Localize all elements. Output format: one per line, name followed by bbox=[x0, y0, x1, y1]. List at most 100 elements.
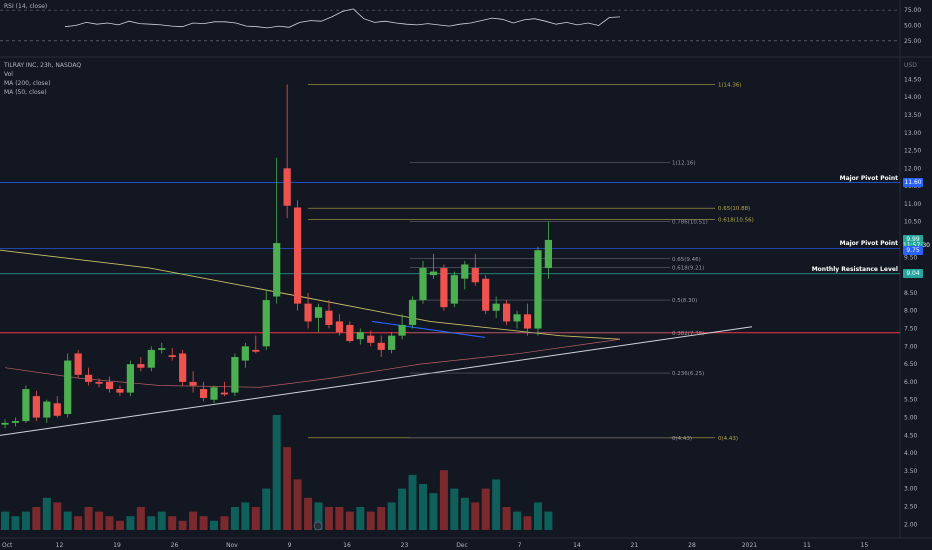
candle-body bbox=[367, 335, 375, 343]
volume-bar bbox=[105, 516, 114, 530]
candle-body bbox=[283, 168, 291, 206]
candle-body bbox=[199, 389, 208, 398]
candle-body bbox=[294, 207, 302, 304]
rsi-indicator-label[interactable]: RSI (14, close) bbox=[4, 3, 48, 10]
candle-body bbox=[388, 335, 396, 350]
x-tick-label: 9 bbox=[288, 542, 292, 549]
volume-bar bbox=[136, 507, 145, 530]
y-tick-label: 7.50 bbox=[904, 326, 918, 333]
y-tick-label: 14.00 bbox=[904, 94, 921, 101]
y-tick-label: 7.00 bbox=[904, 343, 918, 350]
candle-body bbox=[32, 396, 40, 418]
candle-body bbox=[231, 357, 239, 393]
volume-bar bbox=[398, 488, 407, 530]
price-tag: 9.75 bbox=[903, 245, 923, 255]
volume-bar bbox=[74, 516, 83, 530]
candle-body bbox=[43, 401, 51, 418]
y-tick-label: 3.50 bbox=[904, 468, 918, 475]
volume-bar bbox=[439, 470, 448, 530]
x-tick-label: Oct bbox=[2, 542, 13, 549]
volume-bar bbox=[251, 507, 260, 530]
chart-legend: TILRAY INC, 23h, NASDAQ Vol MA (200, clo… bbox=[4, 61, 81, 97]
y-tick-label: 9.50 bbox=[904, 254, 918, 261]
volume-bar bbox=[199, 516, 208, 530]
candle-body bbox=[147, 349, 155, 368]
price-tag: 11:57:30 bbox=[903, 240, 930, 250]
candle-body bbox=[304, 303, 312, 322]
volume-bar bbox=[95, 511, 104, 530]
ma200-line bbox=[0, 249, 621, 340]
candle-body bbox=[450, 275, 458, 304]
volume-bar bbox=[147, 516, 156, 530]
x-tick-label: 26 bbox=[171, 542, 179, 549]
candle-body bbox=[534, 250, 542, 329]
y-tick-label: 3.00 bbox=[904, 486, 918, 493]
volume-bar bbox=[32, 507, 41, 530]
candle-body bbox=[189, 381, 197, 386]
earnings-marker bbox=[313, 521, 323, 531]
legend-vol[interactable]: Vol bbox=[4, 71, 13, 78]
volume-bar bbox=[157, 511, 166, 530]
candle-body bbox=[126, 364, 134, 393]
price-tag: 9.99 bbox=[903, 235, 923, 245]
volume-bar bbox=[377, 507, 386, 530]
candle-body bbox=[11, 421, 20, 423]
rsi-line bbox=[64, 8, 621, 29]
symbol-title[interactable]: TILRAY INC, 23h, NASDAQ bbox=[4, 62, 82, 69]
candle-body bbox=[356, 332, 364, 340]
candle-body bbox=[461, 264, 469, 279]
volume-bar bbox=[178, 520, 187, 530]
x-tick-label: 21 bbox=[631, 542, 639, 549]
candle-body bbox=[64, 360, 72, 414]
fib-mid-label: 0.65(9.46) bbox=[672, 257, 701, 263]
volume-bar bbox=[210, 520, 218, 530]
candle-body bbox=[210, 387, 218, 400]
candle-body bbox=[503, 303, 511, 322]
fib-level-label: 1(14.36) bbox=[718, 82, 742, 88]
volume-bar bbox=[126, 516, 135, 530]
x-tick-label: 14 bbox=[573, 542, 581, 549]
volume-bar bbox=[523, 516, 532, 530]
price-tag: 9.04 bbox=[903, 269, 923, 279]
candle-body bbox=[440, 268, 448, 308]
candle-body bbox=[85, 374, 93, 382]
volume-bar bbox=[84, 507, 93, 530]
legend-ma50[interactable]: MA (50, close) bbox=[4, 89, 47, 96]
rsi-tick-label: 25.00 bbox=[904, 38, 921, 45]
volume-bar bbox=[115, 520, 124, 530]
fib-mid-label: 1(12.16) bbox=[672, 161, 696, 167]
candle-body bbox=[471, 268, 479, 283]
candle-body bbox=[116, 389, 124, 393]
fib-mid-label: 0.786(10.51) bbox=[672, 219, 708, 225]
volume-bar bbox=[492, 479, 501, 530]
legend-ma200[interactable]: MA (200, close) bbox=[4, 80, 51, 87]
volume-bar bbox=[11, 516, 20, 530]
candle-body bbox=[74, 353, 82, 375]
x-tick-label: 16 bbox=[343, 542, 351, 549]
blue-trendline bbox=[371, 320, 486, 339]
candle-body bbox=[419, 268, 427, 301]
candle-body bbox=[513, 314, 521, 322]
fib-mid-label: 0.618(9.21) bbox=[672, 266, 704, 272]
volume-bar bbox=[513, 511, 522, 530]
candle-body bbox=[262, 300, 270, 347]
y-tick-label: 5.00 bbox=[904, 415, 918, 422]
volume-bar bbox=[314, 502, 323, 530]
y-tick-label: 4.00 bbox=[904, 450, 918, 457]
volume-bar bbox=[335, 507, 344, 530]
resistance-label: Monthly Resistance Level bbox=[811, 265, 898, 273]
rsi-tick-label: 75.00 bbox=[904, 7, 921, 14]
y-tick-label: 12.50 bbox=[904, 148, 921, 155]
x-tick-label: 7 bbox=[518, 542, 522, 549]
volume-bar bbox=[502, 507, 511, 530]
fib-mid-label: 0(4.43) bbox=[672, 436, 692, 442]
volume-bar bbox=[293, 479, 302, 530]
candle-body bbox=[105, 381, 114, 390]
x-tick-label: Nov bbox=[226, 542, 238, 549]
volume-bar bbox=[366, 511, 375, 530]
resistance-label: Major Pivot Point bbox=[839, 174, 898, 182]
candle-body bbox=[346, 324, 354, 341]
volume-bar bbox=[533, 502, 542, 530]
candle-body bbox=[179, 353, 187, 382]
